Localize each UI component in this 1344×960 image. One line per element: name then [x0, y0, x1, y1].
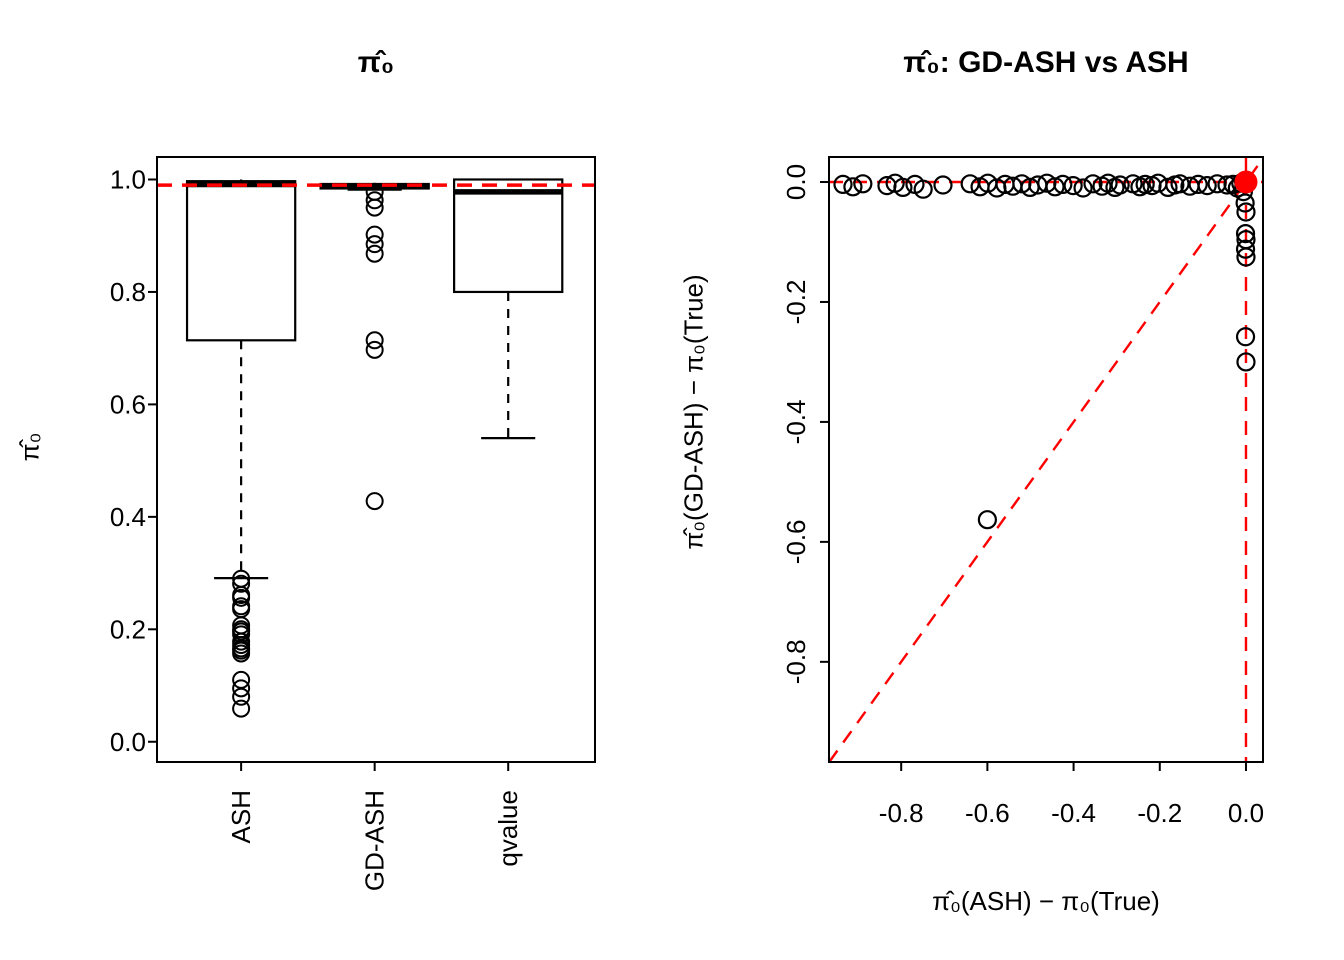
data-point: [1170, 174, 1190, 194]
y-tick-label: -0.8: [781, 639, 811, 684]
data-point: [893, 177, 913, 198]
plot-border: [828, 156, 1264, 763]
highlight-point: [1234, 170, 1258, 194]
outlier-point: [365, 225, 384, 244]
data-point: [1073, 178, 1093, 198]
outlier-point: [232, 687, 251, 706]
data-point: [853, 174, 873, 194]
data-point: [1135, 174, 1155, 195]
category-label: ASH: [226, 790, 256, 843]
outlier-point: [365, 191, 384, 210]
y-tick-label: -0.2: [781, 280, 811, 325]
data-point: [843, 177, 863, 197]
data-point: [1235, 193, 1255, 213]
y-tick-label: 0.6: [110, 389, 146, 419]
scatter-x-axis-label: π̂₀(ASH) − π₀(True): [932, 886, 1160, 916]
data-point: [1188, 174, 1208, 195]
data-point: [833, 174, 853, 195]
x-tick-label: -0.6: [965, 798, 1010, 828]
data-point: [1235, 239, 1256, 259]
outlier-point: [365, 331, 384, 350]
data-point: [1083, 174, 1103, 194]
data-point: [1045, 177, 1065, 197]
data-point: [977, 510, 997, 530]
reference-line-diagonal: [828, 157, 1264, 763]
data-point: [933, 175, 953, 195]
data-point: [1236, 202, 1256, 222]
y-tick-label: 1.0: [110, 164, 146, 194]
plot-border: [156, 156, 596, 763]
outlier-point: [232, 588, 251, 607]
y-tick-label: -0.6: [781, 519, 811, 564]
data-point: [1110, 175, 1130, 195]
x-tick-label: 0.0: [1228, 798, 1264, 828]
data-point: [1053, 174, 1073, 195]
boxplot-panel: ASH GD-ASH qvalue 0.0 0.2 0.4 0.6 0.8 1.0: [110, 156, 596, 891]
scatter-panel: -0.8 -0.6 -0.4 -0.2 0.0 0.0 -0.2 -0.4 -0.6 -0.8: [781, 156, 1264, 828]
data-point: [1197, 176, 1217, 196]
outlier-point: [232, 699, 251, 718]
y-tick-label: 0.8: [110, 277, 146, 307]
data-point: [1236, 247, 1256, 267]
outlier-point: [365, 198, 384, 217]
data-point: [960, 174, 980, 194]
x-tick-label: -0.2: [1137, 798, 1182, 828]
outlier-point: [232, 574, 251, 593]
y-tick-label: 0.2: [110, 614, 146, 644]
category-label: GD-ASH: [360, 790, 390, 891]
outlier-point: [232, 644, 251, 663]
outlier-point: [365, 340, 384, 359]
outlier-point: [365, 235, 384, 254]
box-rect: [185, 180, 297, 342]
data-point: [1235, 327, 1256, 347]
y-tick-label: -0.4: [781, 400, 811, 445]
outlier-point: [365, 244, 384, 263]
x-tick-label: -0.8: [879, 798, 924, 828]
outlier-point: [232, 679, 251, 698]
scatter-title: π̂₀: GD-ASH vs ASH: [903, 46, 1189, 79]
y-tick-label: 0.0: [110, 727, 146, 757]
boxplot-title: π̂₀: [357, 46, 395, 79]
x-tick-label: -0.4: [1051, 798, 1096, 828]
y-tick-label: 0.0: [781, 164, 811, 200]
data-point: [1235, 223, 1256, 244]
category-label: qvalue: [493, 790, 523, 867]
data-point: [1236, 352, 1256, 372]
box-rect: [453, 178, 564, 294]
data-point: [1063, 176, 1083, 196]
data-point: [913, 179, 933, 199]
y-tick-label: 0.4: [110, 502, 146, 532]
outlier-point: [365, 492, 384, 511]
